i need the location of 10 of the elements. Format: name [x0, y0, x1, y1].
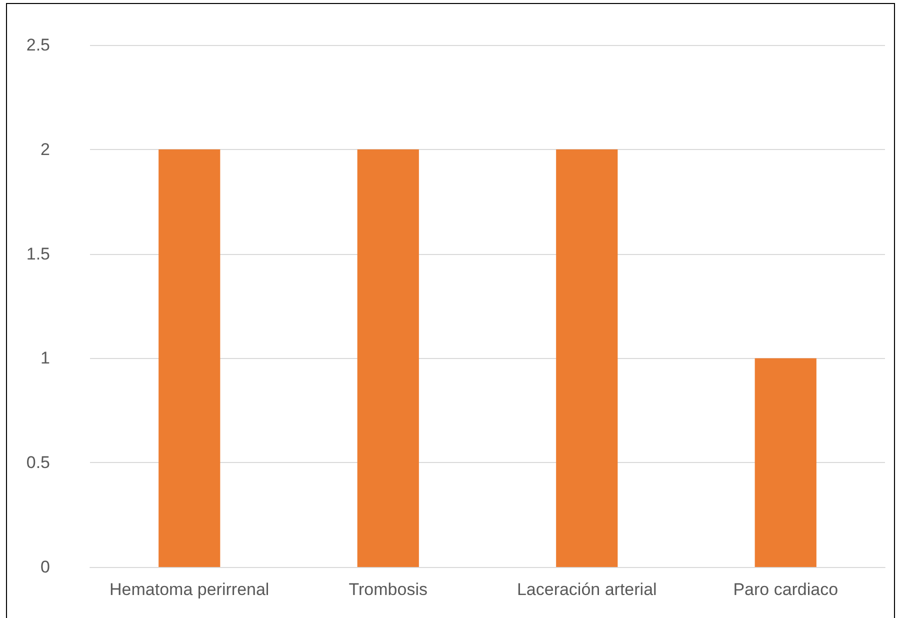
y-tick-label: 1.5	[26, 244, 50, 264]
x-tick-label: Paro cardiaco	[733, 580, 838, 599]
x-tick-label: Trombosis	[348, 580, 428, 599]
y-tick-label: 2	[40, 140, 50, 159]
y-tick-label: 0.5	[26, 453, 50, 472]
y-tick-label: 1	[40, 348, 50, 368]
x-tick-label: Laceración arterial	[516, 580, 657, 599]
x-tick-label: Hematoma perirrenal	[110, 580, 270, 599]
y-tick-label: 0	[40, 558, 50, 576]
y-tick-label: 2.5	[26, 36, 50, 54]
